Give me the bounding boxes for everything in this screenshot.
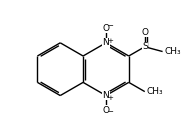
Text: CH₃: CH₃ — [165, 47, 181, 56]
Text: +: + — [108, 38, 113, 44]
Text: CH₃: CH₃ — [147, 87, 163, 96]
Text: O: O — [102, 24, 109, 33]
Text: N: N — [102, 91, 109, 100]
Text: O: O — [141, 28, 148, 37]
Text: O: O — [102, 106, 109, 115]
Text: −: − — [108, 109, 113, 115]
Text: N: N — [102, 38, 109, 47]
Text: −: − — [108, 23, 113, 29]
Text: +: + — [108, 95, 113, 101]
Text: S: S — [142, 42, 148, 51]
